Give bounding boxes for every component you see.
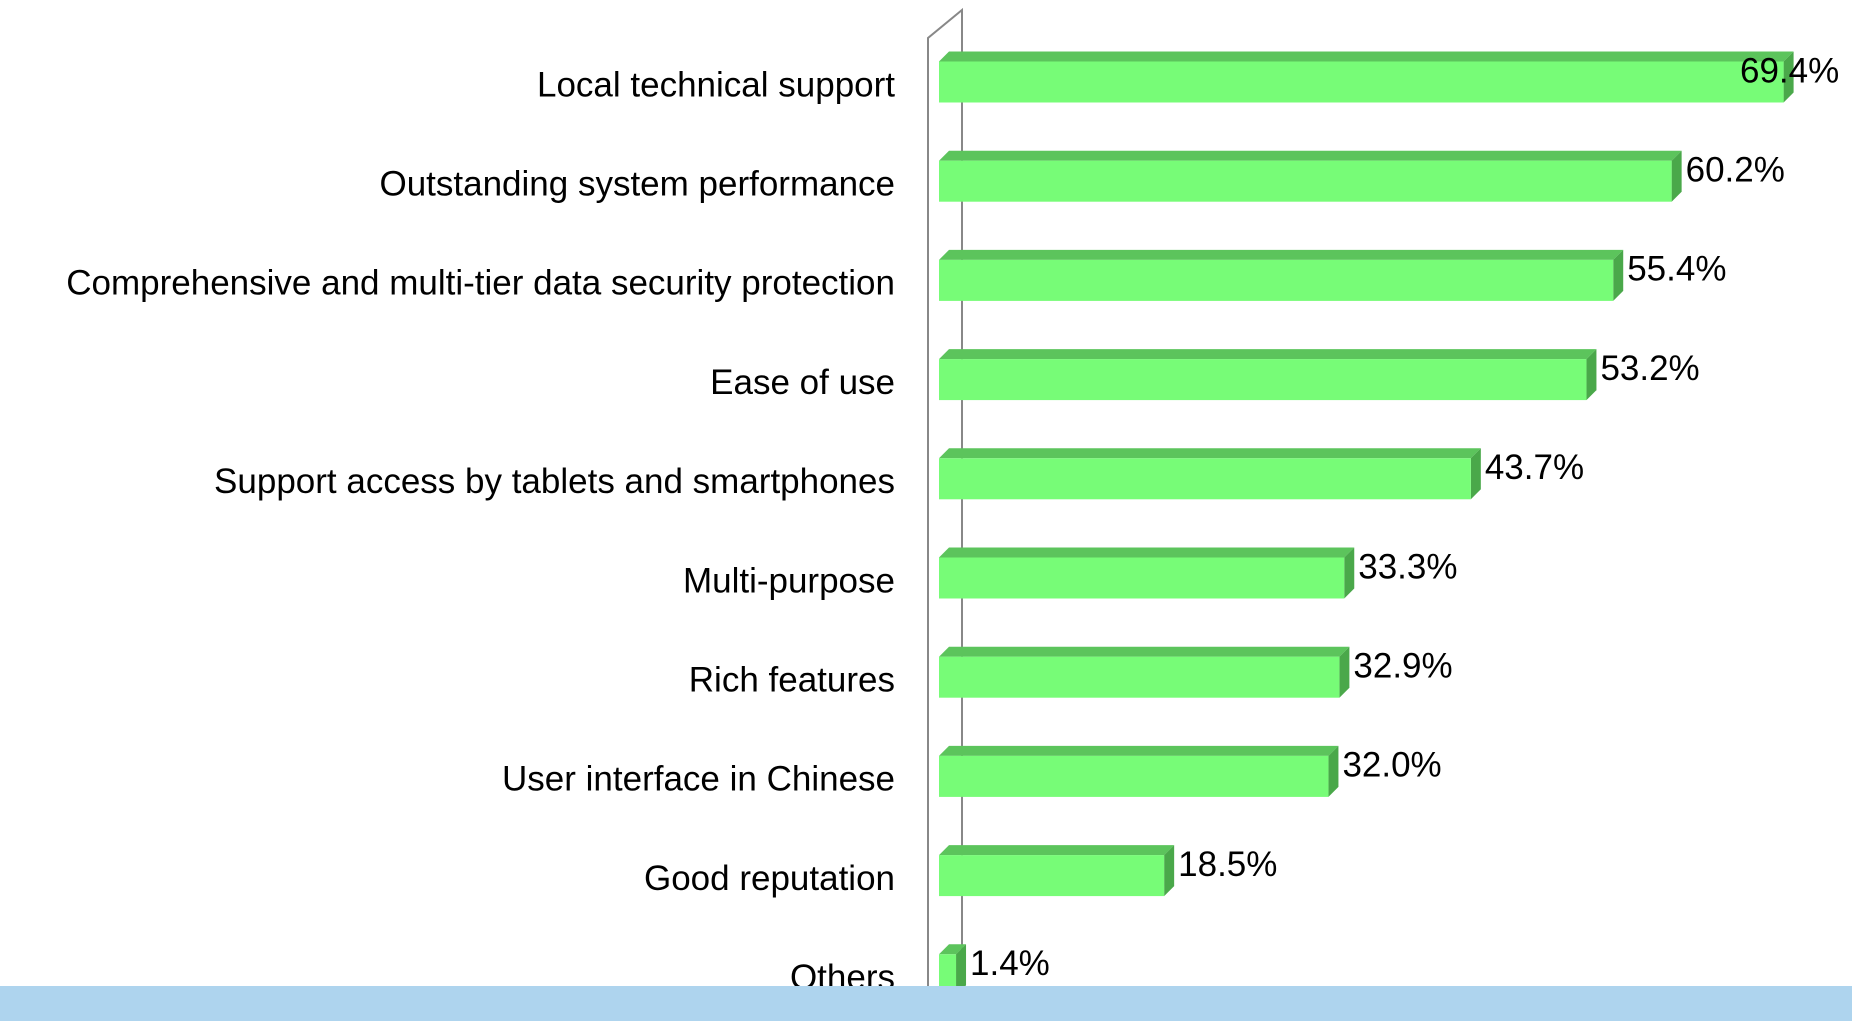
bar xyxy=(939,458,1471,500)
bar-top xyxy=(939,944,967,955)
bar-top xyxy=(939,150,1682,161)
bar-top xyxy=(939,51,1794,62)
bar-top xyxy=(939,745,1339,756)
bar-side xyxy=(1671,150,1682,202)
bar xyxy=(939,656,1340,698)
bar-top xyxy=(939,249,1624,260)
bar xyxy=(939,755,1329,797)
category-label: Support access by tablets and smartphone… xyxy=(214,462,895,501)
bar-side xyxy=(1586,349,1597,401)
bar-side xyxy=(1470,448,1481,500)
bar-side xyxy=(1344,547,1355,599)
value-label: 18.5% xyxy=(1178,845,1277,884)
value-label: 32.0% xyxy=(1342,746,1441,785)
bar-top xyxy=(939,646,1350,657)
bar-top xyxy=(939,845,1175,856)
bar-side xyxy=(1783,51,1794,103)
value-label: 1.4% xyxy=(970,944,1050,983)
bar-side xyxy=(1328,745,1339,797)
value-label: 60.2% xyxy=(1686,150,1785,189)
bar-side xyxy=(1339,646,1350,698)
bar-side xyxy=(1164,845,1175,897)
category-label: Multi-purpose xyxy=(683,561,895,600)
category-label: Comprehensive and multi-tier data securi… xyxy=(66,264,895,303)
category-label: Local technical support xyxy=(537,65,895,104)
bar-top xyxy=(939,547,1355,558)
category-label: Ease of use xyxy=(710,363,895,402)
bar xyxy=(939,557,1345,599)
bar-top xyxy=(939,448,1481,459)
bar-side xyxy=(956,944,967,996)
value-label: 32.9% xyxy=(1353,646,1452,685)
footer-band xyxy=(0,986,1852,1021)
bar xyxy=(939,855,1165,897)
bar-side xyxy=(1613,249,1624,301)
value-label: 53.2% xyxy=(1600,349,1699,388)
category-label: Rich features xyxy=(689,660,895,699)
bar xyxy=(939,259,1614,301)
bar xyxy=(939,61,1784,103)
value-label: 43.7% xyxy=(1485,448,1584,487)
bar xyxy=(939,359,1587,401)
category-label: User interface in Chinese xyxy=(502,760,895,799)
category-label: Outstanding system performance xyxy=(379,164,895,203)
value-label: 33.3% xyxy=(1358,547,1457,586)
bar xyxy=(939,160,1672,202)
bar xyxy=(939,954,957,996)
value-label: 69.4% xyxy=(1740,51,1839,90)
bar-top xyxy=(939,349,1597,360)
value-label: 55.4% xyxy=(1627,250,1726,289)
category-label: Good reputation xyxy=(644,859,895,898)
